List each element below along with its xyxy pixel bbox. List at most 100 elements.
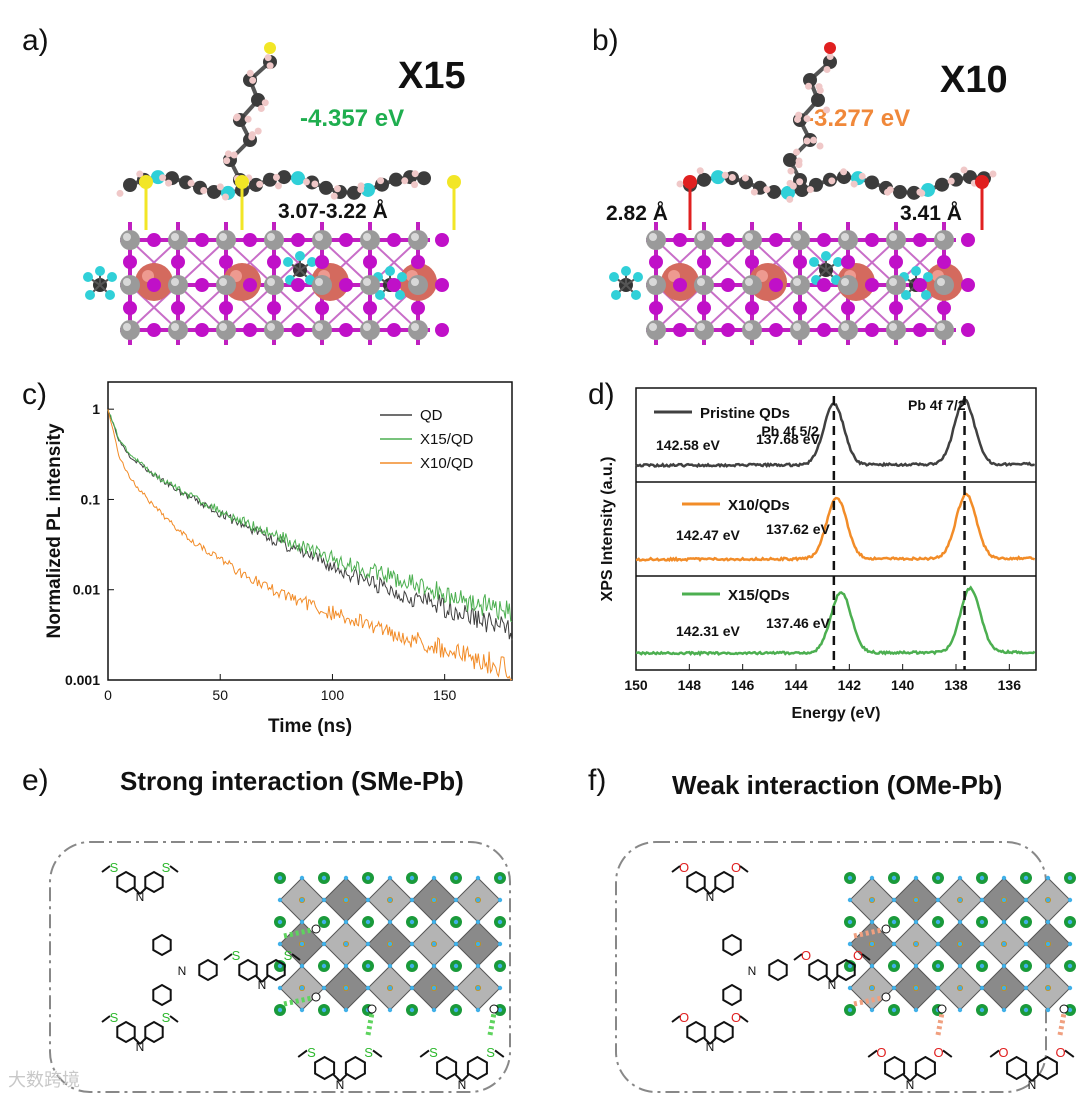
lead-atom [886, 320, 906, 340]
heteroatom-label: O [934, 1045, 944, 1060]
molecule-atom [795, 183, 809, 198]
iodide-atom [387, 1007, 393, 1013]
x-axis-label: Time (ns) [268, 716, 352, 737]
pb-i-bond [703, 284, 753, 331]
iodide-atom [365, 963, 371, 969]
iodide-atom [891, 897, 897, 903]
iodide-atom [453, 919, 459, 925]
hydrogen-atom [750, 188, 758, 196]
iodide-atom [299, 919, 305, 925]
lead-atom [790, 320, 810, 340]
iodide-atom [409, 941, 415, 947]
perovskite-slab-a [83, 222, 449, 345]
panel-c-label: c) [22, 378, 47, 411]
iodide-atom [1023, 963, 1029, 969]
hydrogen-atom [274, 182, 282, 190]
interaction-bond [283, 927, 313, 939]
pb-i-bond [321, 284, 371, 331]
hydrogen-atom [257, 104, 265, 112]
lead-atom [886, 230, 906, 250]
lead-atom [168, 275, 188, 295]
spectrum-X15/QDs [635, 585, 1036, 657]
lead-atom [646, 320, 666, 340]
lead-atom [838, 275, 858, 295]
iodide-atom [891, 919, 897, 925]
series-name: X10/QDs [728, 497, 790, 514]
iodide-atom [1023, 985, 1029, 991]
iodide-atom [277, 1007, 283, 1013]
benzene-ring [314, 1055, 336, 1081]
iodide-atom [321, 897, 327, 903]
benzene-ring [1006, 1055, 1028, 1081]
y-axis-label: Normalized PL intensity [44, 423, 65, 638]
nitrogen-atom [283, 257, 293, 267]
methyl-bond [291, 953, 301, 961]
hydrogen-atom [233, 114, 241, 122]
iodine-atom [411, 255, 425, 269]
iodide-atom [497, 941, 503, 947]
iodine-atom [721, 323, 735, 337]
lead-highlight [889, 323, 897, 331]
lead-atom [216, 230, 236, 250]
iodide-atom [497, 919, 503, 925]
iodine-atom [171, 301, 185, 315]
iodide-atom [979, 875, 985, 881]
methyl-bond [1064, 1049, 1075, 1058]
iodide-atom [979, 919, 985, 925]
nitrogen-atom [911, 266, 921, 276]
iodine-atom [649, 301, 663, 315]
panel-d-xps-chart: d) 150 148 146 144 142 140 138 136 Energy (eV) XP… [588, 378, 1037, 722]
iodide-atom [475, 875, 481, 881]
molecule-atom [389, 172, 403, 187]
molecule-atom [935, 177, 949, 192]
x-tick-label: 100 [321, 687, 345, 703]
iodide-atom [913, 963, 919, 969]
lead-atom [408, 230, 428, 250]
hydrogen-atom [850, 180, 858, 188]
iodine-atom [817, 323, 831, 337]
iodine-atom [961, 233, 975, 247]
iodine-atom [697, 255, 711, 269]
iodine-atom [697, 301, 711, 315]
panel-a-label: a) [22, 24, 49, 57]
hydrogen-atom [264, 54, 272, 62]
lead-atom [934, 275, 954, 295]
iodide-atom [387, 919, 393, 925]
panel-d-label: d) [588, 378, 615, 411]
nitrogen-label: N [336, 1078, 345, 1092]
iodine-atom [219, 255, 233, 269]
nitrogen-label: N [136, 1040, 145, 1054]
bond [1024, 1073, 1033, 1082]
benzene-ring [144, 870, 164, 894]
heteroatom-label: S [307, 1045, 316, 1060]
nitrogen-label: N [136, 890, 145, 904]
hydrogen-atom [266, 62, 274, 70]
lead-atom [408, 320, 428, 340]
nitrogen-atom [105, 290, 115, 300]
nitrogen-atom [395, 290, 405, 300]
methyl-bond [861, 953, 871, 961]
iodine-atom [769, 323, 783, 337]
methyl-bond [372, 1049, 383, 1058]
benzene-ring [116, 1020, 136, 1044]
iodide-atom [387, 985, 393, 991]
lead-atom [360, 230, 380, 250]
iodide-atom [343, 985, 349, 991]
x-tick-label: 50 [212, 687, 228, 703]
surface-pb-site [489, 1004, 499, 1014]
iodide-atom [869, 897, 875, 903]
hydrogen-atom [221, 193, 229, 201]
nitrogen-label: N [458, 1078, 467, 1092]
hydrogen-atom [741, 174, 749, 182]
iodide-atom [409, 963, 415, 969]
lead-highlight [219, 323, 227, 331]
lead-highlight [793, 323, 801, 331]
iodide-atom [979, 897, 985, 903]
iodide-atom [913, 1007, 919, 1013]
molecule-atom [291, 171, 305, 186]
benzene-ring [714, 870, 734, 894]
molecule-atom [711, 170, 725, 185]
benzene-ring [1036, 1055, 1058, 1081]
iodide-atom [1023, 941, 1029, 947]
lead-atom [694, 320, 714, 340]
